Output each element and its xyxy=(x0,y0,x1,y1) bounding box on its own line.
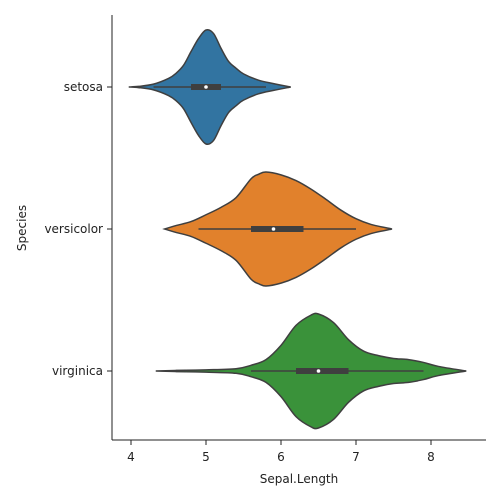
violin-layer xyxy=(128,28,467,430)
median-marker-versicolor xyxy=(271,227,276,231)
y-tick-label-virginica: virginica xyxy=(52,364,103,378)
y-axis-label: Species xyxy=(15,205,29,251)
x-tick-label: 5 xyxy=(202,450,210,464)
iqr-box-versicolor xyxy=(251,226,304,232)
x-axis-label: Sepal.Length xyxy=(260,472,339,486)
median-marker-virginica xyxy=(316,369,321,373)
x-tick-label: 4 xyxy=(127,450,135,464)
x-tick-label: 7 xyxy=(352,450,360,464)
y-axis-ticks: setosa versicolor virginica xyxy=(44,80,112,378)
x-tick-label: 6 xyxy=(277,450,285,464)
median-marker-setosa xyxy=(204,85,208,89)
y-tick-label-setosa: setosa xyxy=(64,80,103,94)
x-tick-label: 8 xyxy=(427,450,435,464)
y-tick-label-versicolor: versicolor xyxy=(44,222,103,236)
x-axis-ticks: 4 5 6 7 8 xyxy=(127,440,435,464)
iqr-box-virginica xyxy=(296,368,349,374)
